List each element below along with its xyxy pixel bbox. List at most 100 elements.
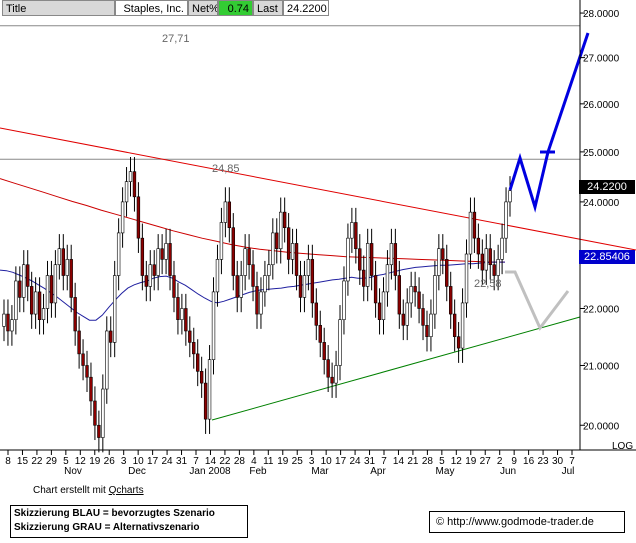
x-day-label: 4 — [251, 456, 257, 467]
candle-body — [22, 264, 26, 298]
candle-body — [81, 353, 85, 366]
x-day-label: 29 — [46, 456, 58, 467]
x-day-label: 14 — [205, 456, 217, 467]
qcharts-link[interactable]: Qcharts — [108, 485, 144, 496]
candle-body — [207, 359, 212, 420]
candle-body — [26, 264, 30, 287]
candle-body — [282, 211, 287, 228]
candle-body — [73, 297, 77, 332]
x-day-label: 19 — [277, 456, 289, 467]
candle-body — [314, 302, 318, 326]
y-tick-label: 26.0000 — [583, 100, 620, 111]
candle-body — [136, 196, 141, 239]
candle-body — [140, 237, 145, 276]
candle-body — [393, 243, 398, 276]
candle-body — [342, 280, 346, 320]
scenario-blue-path — [508, 151, 550, 213]
annotation-high-mid: 24,85 — [212, 163, 240, 175]
x-day-label: 27 — [480, 456, 492, 467]
candle-body — [203, 382, 208, 420]
x-month-label: Mar — [311, 466, 329, 477]
x-day-label: 17 — [147, 456, 159, 467]
candle-body — [6, 313, 10, 332]
x-day-label: 24 — [162, 456, 174, 467]
candle-body — [377, 302, 382, 320]
candle-body — [61, 248, 65, 276]
y-axis-ticks: 20.000021.000022.000023.000024.000025.00… — [580, 9, 620, 432]
candle-body — [373, 275, 378, 304]
candle-body — [65, 259, 69, 276]
candle-body — [267, 264, 271, 276]
candle-body — [188, 330, 192, 343]
x-day-label: 30 — [552, 456, 564, 467]
x-day-label: 12 — [451, 456, 463, 467]
candle-body — [279, 211, 283, 250]
trend-lines — [0, 127, 636, 421]
x-day-label: 16 — [523, 456, 535, 467]
x-day-label: 21 — [407, 456, 419, 467]
candle-body — [259, 291, 263, 315]
candle-body — [298, 275, 303, 298]
x-month-label: Dec — [128, 466, 146, 477]
candle-body — [243, 248, 247, 276]
x-day-label: 14 — [393, 456, 405, 467]
plot-area — [0, 0, 580, 450]
candle-body — [429, 313, 433, 337]
candle-body — [116, 232, 121, 276]
y-tick-label: 24.0000 — [583, 198, 620, 209]
candle-body — [192, 342, 196, 355]
log-scale-label: LOG — [612, 441, 634, 452]
x-day-label: 22 — [219, 456, 231, 467]
x-month-label: Feb — [249, 466, 267, 477]
candle-body — [338, 319, 342, 366]
annotation-low: 22,58 — [474, 278, 502, 290]
candle-body — [271, 232, 275, 266]
candle-body — [456, 336, 461, 349]
candle-body — [53, 264, 58, 304]
company-name: Staples, Inc. — [115, 0, 188, 16]
legend-blue: Skizzierung BLAU = bevorzugtes Szenario — [14, 508, 215, 519]
candle-body — [132, 171, 137, 198]
last-price-tag: 24.2200 — [579, 180, 635, 194]
candle-body — [492, 264, 496, 276]
candle-body — [306, 259, 311, 276]
candle-body — [334, 365, 338, 384]
candle-body — [385, 264, 390, 293]
ma50-line — [0, 261, 505, 321]
candle-body — [231, 227, 235, 276]
candle-body — [247, 248, 251, 266]
candle-body — [199, 371, 204, 384]
x-day-label: 26 — [104, 456, 116, 467]
candle-body — [168, 243, 172, 276]
x-day-label: 17 — [335, 456, 347, 467]
candle-body — [128, 171, 133, 182]
scenario-grey-path — [505, 270, 570, 331]
x-day-label: 7 — [381, 456, 387, 467]
last-value: 24.2200 — [283, 0, 329, 16]
candle-body — [113, 275, 117, 343]
candle-body — [211, 291, 216, 360]
x-day-label: 25 — [292, 456, 304, 467]
ma-price-tag: 22.85406 — [579, 250, 635, 264]
candle-body — [85, 365, 89, 378]
candle-body — [255, 286, 259, 315]
candle-body — [124, 181, 129, 203]
candle-body — [286, 227, 291, 260]
candle-body — [196, 353, 200, 372]
x-day-label: 31 — [176, 456, 188, 467]
candle-body — [354, 222, 358, 250]
x-month-label: Jan 2008 — [189, 466, 231, 477]
last-label: Last — [253, 0, 283, 16]
candle-body — [89, 376, 93, 402]
candle-body — [45, 275, 50, 309]
x-day-label: 8 — [5, 456, 11, 467]
candle-body — [476, 237, 481, 255]
x-day-label: 5 — [63, 456, 69, 467]
copyright-url[interactable]: © http://www.godmode-trader.de — [429, 511, 625, 533]
scenario-blue-rise — [546, 32, 590, 153]
candle-body — [508, 190, 512, 203]
x-day-label: 3 — [309, 456, 315, 467]
support-trendline — [211, 316, 581, 421]
title-label: Title — [2, 0, 115, 16]
